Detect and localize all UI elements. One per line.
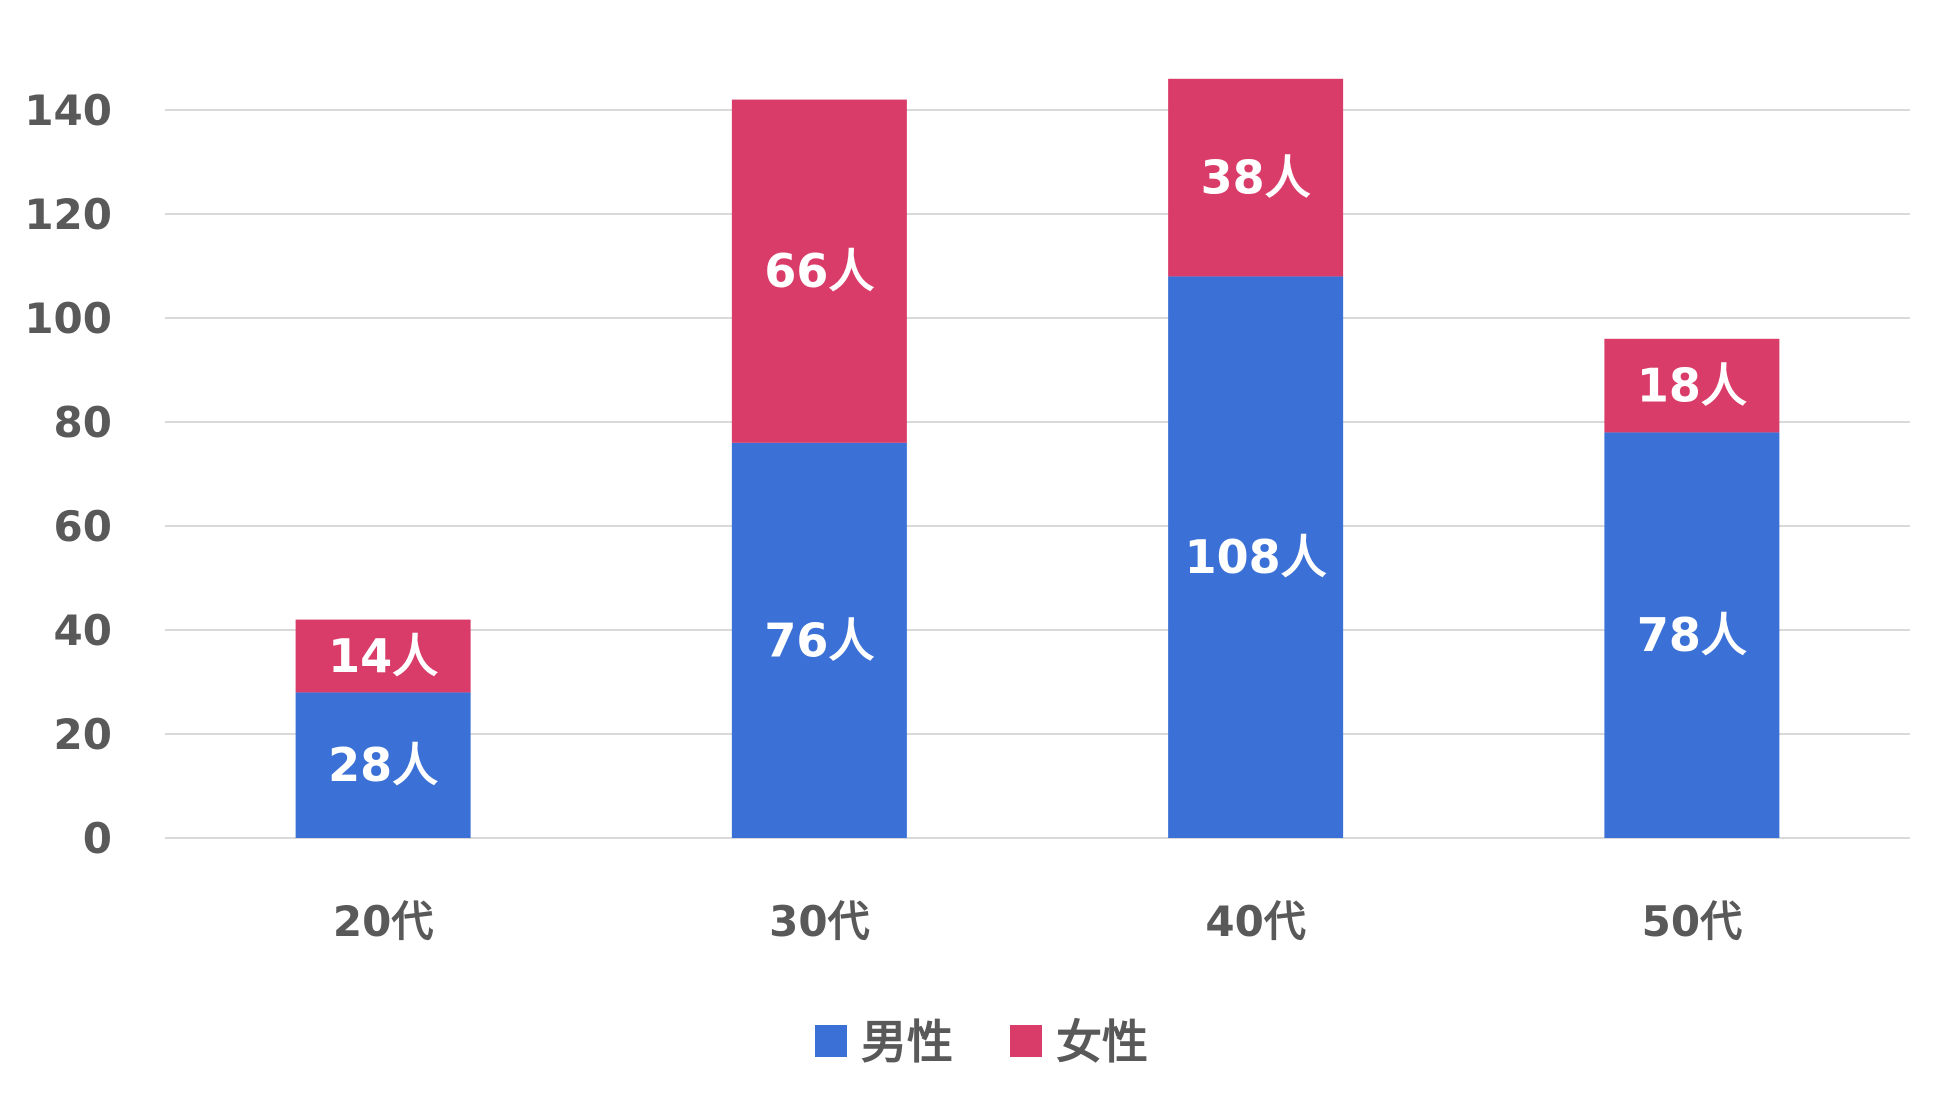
bar-segment (1604, 432, 1780, 838)
bar-segment (731, 99, 907, 443)
data-label: 14人 (328, 629, 438, 683)
legend-label: 女性 (1056, 1015, 1148, 1069)
y-tick-label: 140 (24, 86, 112, 135)
legend-swatch (1010, 1025, 1042, 1057)
y-axis: 0 20 40 60 80 100 120 140 (24, 86, 112, 863)
bar-segment (295, 619, 471, 693)
data-label: 38人 (1201, 151, 1311, 205)
data-label: 66人 (764, 244, 874, 298)
data-label: 78人 (1637, 608, 1747, 662)
y-tick-label: 20 (54, 710, 112, 759)
data-label: 76人 (764, 613, 874, 667)
legend-label: 男性 (861, 1015, 953, 1069)
y-tick-label: 120 (24, 190, 112, 239)
legend-swatch (815, 1025, 847, 1057)
x-tick-label: 50代 (1642, 897, 1742, 946)
legend: 男性 女性 (815, 1015, 1148, 1069)
y-tick-label: 80 (54, 398, 112, 447)
bar-segment (1604, 338, 1780, 433)
x-tick-label: 40代 (1205, 897, 1305, 946)
data-label: 28人 (328, 738, 438, 792)
bars: 28人 14人 76人 66人 108人 38人 78人 18人 (295, 78, 1780, 838)
x-tick-label: 20代 (333, 897, 433, 946)
y-tick-label: 0 (83, 814, 112, 863)
data-label: 18人 (1637, 359, 1747, 413)
x-tick-label: 30代 (769, 897, 869, 946)
bar-segment (1168, 276, 1344, 838)
bar-segment (1168, 78, 1344, 277)
y-tick-label: 60 (54, 502, 112, 551)
y-tick-label: 40 (54, 606, 112, 655)
data-label: 108人 (1185, 530, 1327, 584)
x-axis: 20代 30代 40代 50代 (333, 897, 1742, 946)
bar-segment (295, 692, 471, 838)
y-tick-label: 100 (24, 294, 112, 343)
bar-segment (731, 442, 907, 838)
